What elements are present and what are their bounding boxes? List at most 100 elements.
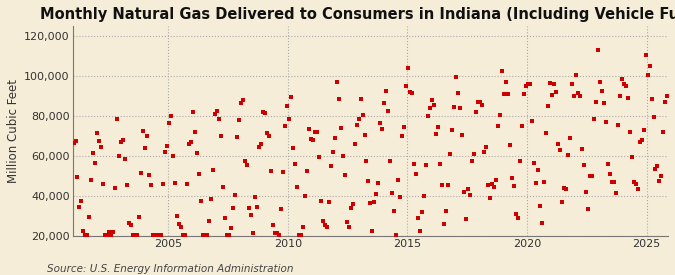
- Point: [252, 205, 263, 209]
- Point: [518, 92, 529, 96]
- Point: [503, 92, 514, 96]
- Point: [296, 233, 306, 237]
- Point: [449, 105, 460, 109]
- Point: [204, 219, 215, 223]
- Point: [556, 200, 567, 204]
- Point: [654, 178, 665, 183]
- Point: [379, 101, 390, 106]
- Point: [596, 89, 607, 93]
- Point: [315, 199, 326, 203]
- Point: [531, 181, 541, 185]
- Point: [269, 231, 280, 235]
- Point: [236, 101, 246, 106]
- Point: [539, 180, 549, 184]
- Point: [435, 162, 446, 166]
- Point: [403, 66, 414, 70]
- Point: [433, 124, 443, 129]
- Point: [265, 169, 276, 174]
- Point: [437, 183, 448, 187]
- Point: [535, 204, 545, 208]
- Point: [317, 218, 328, 223]
- Point: [493, 123, 504, 128]
- Point: [359, 133, 370, 137]
- Point: [74, 205, 85, 209]
- Point: [301, 169, 312, 174]
- Point: [106, 233, 117, 237]
- Point: [188, 110, 198, 114]
- Point: [652, 164, 663, 168]
- Point: [483, 183, 493, 187]
- Point: [393, 177, 404, 182]
- Point: [499, 92, 510, 97]
- Point: [126, 223, 137, 228]
- Point: [508, 184, 519, 189]
- Point: [407, 91, 418, 96]
- Point: [144, 172, 155, 177]
- Point: [564, 136, 575, 141]
- Point: [391, 233, 402, 237]
- Point: [526, 119, 537, 123]
- Point: [583, 207, 593, 211]
- Point: [429, 103, 439, 107]
- Point: [604, 172, 615, 176]
- Point: [468, 152, 479, 156]
- Point: [178, 233, 188, 237]
- Point: [361, 159, 372, 163]
- Point: [439, 222, 450, 226]
- Point: [259, 111, 270, 115]
- Point: [112, 116, 123, 121]
- Point: [110, 186, 121, 190]
- Point: [120, 156, 131, 161]
- Point: [248, 231, 259, 236]
- Point: [338, 154, 348, 158]
- Point: [630, 182, 641, 186]
- Point: [90, 161, 101, 166]
- Point: [292, 185, 302, 189]
- Point: [592, 48, 603, 52]
- Point: [562, 153, 573, 157]
- Point: [168, 153, 179, 158]
- Point: [568, 94, 579, 98]
- Point: [550, 90, 561, 94]
- Point: [230, 192, 240, 197]
- Point: [146, 183, 157, 187]
- Point: [173, 222, 184, 226]
- Point: [662, 94, 673, 98]
- Point: [242, 163, 252, 167]
- Point: [477, 103, 487, 107]
- Y-axis label: Million Cubic Feet: Million Cubic Feet: [7, 79, 20, 183]
- Point: [104, 230, 115, 234]
- Point: [425, 106, 435, 110]
- Point: [286, 95, 296, 99]
- Point: [225, 226, 236, 230]
- Point: [363, 179, 374, 183]
- Point: [401, 84, 412, 89]
- Point: [355, 97, 366, 101]
- Point: [512, 216, 523, 220]
- Point: [255, 142, 266, 147]
- Point: [411, 172, 422, 176]
- Point: [558, 186, 569, 191]
- Point: [130, 233, 140, 237]
- Point: [650, 167, 661, 172]
- Point: [537, 221, 547, 226]
- Point: [148, 233, 159, 237]
- Point: [543, 104, 554, 109]
- Point: [514, 159, 525, 164]
- Point: [82, 233, 93, 237]
- Point: [327, 150, 338, 155]
- Point: [152, 233, 163, 237]
- Point: [78, 229, 89, 233]
- Point: [72, 175, 83, 179]
- Point: [622, 96, 633, 101]
- Point: [481, 145, 491, 149]
- Point: [634, 139, 645, 144]
- Point: [132, 233, 142, 237]
- Point: [186, 139, 196, 144]
- Point: [451, 75, 462, 79]
- Point: [100, 233, 111, 237]
- Point: [489, 185, 500, 189]
- Point: [98, 182, 109, 186]
- Point: [182, 182, 192, 187]
- Point: [329, 136, 340, 141]
